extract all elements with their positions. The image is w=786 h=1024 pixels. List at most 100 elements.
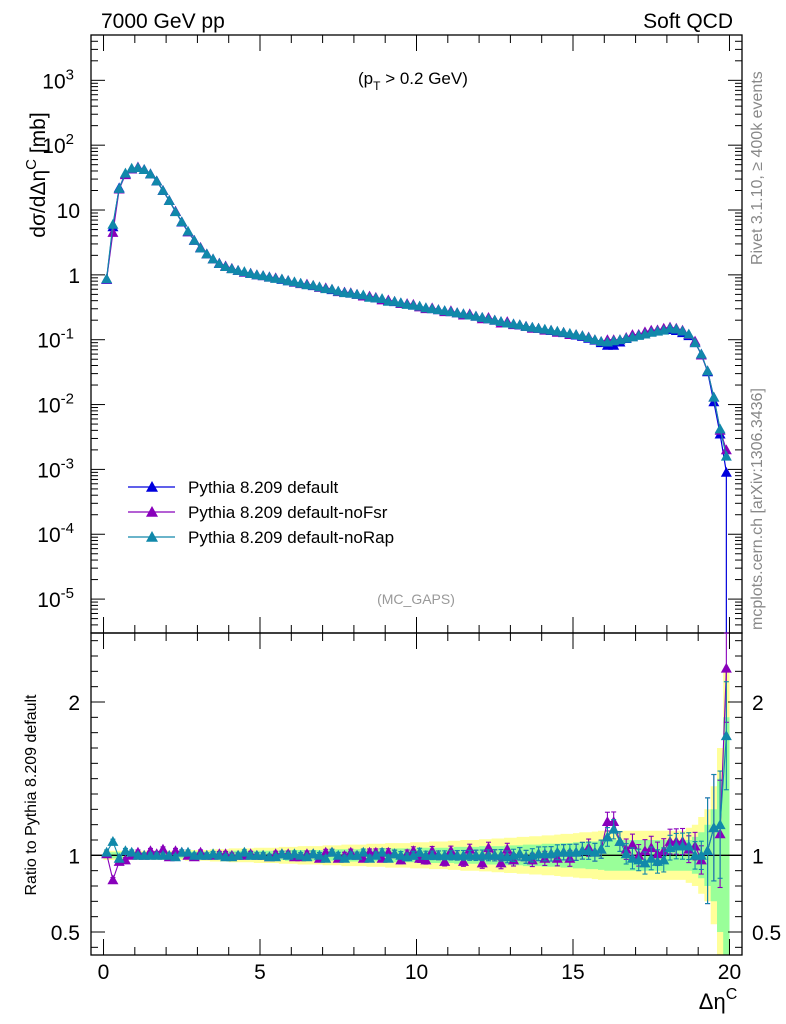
ratio-point-noRap: [357, 846, 369, 857]
ratio-point-noRap: [633, 854, 645, 865]
ratio-point-noRap: [608, 823, 620, 834]
ratio-point-noFsr: [626, 839, 638, 849]
ratio-point-noRap: [658, 854, 670, 865]
ratio-point-noRap: [170, 851, 182, 862]
ratio-point-noRap: [714, 819, 726, 830]
data-point-noFsr: [107, 227, 119, 237]
ratio-point-noRap: [495, 849, 507, 860]
data-point-noRap: [670, 323, 682, 334]
legend-entry: Pythia 8.209 default-noRap: [188, 528, 394, 547]
ratio-point-noRap: [213, 849, 225, 860]
data-point-noRap: [132, 162, 144, 173]
ratio-y-tick-label-right: 1: [752, 845, 764, 868]
x-tick-label: 5: [254, 961, 266, 984]
y-axis-label: dσ/dΔηC [mb]: [23, 112, 50, 237]
data-point-noRap: [326, 283, 338, 294]
data-point-noRap: [220, 261, 232, 272]
data-point-noRap: [213, 257, 225, 268]
ratio-point-noRap: [589, 846, 601, 857]
data-point-noRap: [357, 289, 369, 300]
data-point-noRap: [232, 264, 244, 275]
ratio-point-noRap: [620, 848, 632, 859]
data-point-noRap: [119, 167, 131, 178]
ratio-point-noFsr: [439, 855, 451, 866]
rivet-label: Rivet 3.1.10, ≥ 400k events: [749, 71, 766, 265]
data-point-noRap: [151, 175, 163, 186]
ratio-point-noRap: [626, 852, 638, 863]
ratio-point-noRap: [257, 849, 269, 860]
process-label: Soft QCD: [643, 10, 733, 33]
ratio-point-noFsr: [720, 662, 732, 673]
data-point-noRap: [720, 450, 732, 461]
ratio-point-noRap: [326, 846, 338, 857]
ratio-point-noRap: [301, 851, 313, 862]
y-tick-label: 10-4: [37, 520, 74, 547]
data-point-noRap: [163, 195, 175, 205]
y-tick-label: 10: [57, 200, 80, 223]
ratio-point-noRap: [126, 846, 138, 857]
ratio-point-noFsr: [476, 857, 488, 868]
data-point-noRap: [689, 337, 701, 348]
ratio-point-noRap: [320, 852, 332, 863]
legend-marker-noFsr: [146, 506, 158, 517]
legend-entry: Pythia 8.209 default-noFsr: [188, 503, 388, 522]
data-point-noRap: [389, 295, 401, 306]
ratio-point-noRap: [339, 852, 351, 863]
data-point-noRap: [583, 332, 595, 342]
x-axis-label: ΔηC: [699, 986, 738, 1014]
data-point-noRap: [195, 242, 207, 253]
ratio-point-noRap: [407, 849, 419, 860]
ratio-point-noRap: [163, 849, 175, 860]
data-point-noRap: [263, 271, 275, 282]
data-point-noRap: [570, 329, 582, 339]
data-point-noRap: [101, 273, 113, 284]
data-point-noRap: [495, 316, 507, 327]
ratio-point-noRap: [382, 852, 394, 863]
data-point-noRap: [702, 365, 714, 376]
ratio-point-noFsr: [639, 845, 651, 856]
ratio-point-noRap: [270, 851, 282, 862]
data-point-noRap: [708, 391, 720, 402]
data-point-noRap: [514, 319, 526, 330]
ratio-y-tick-label-right: 2: [752, 692, 764, 715]
legend-entry: Pythia 8.209 default: [188, 478, 339, 497]
ratio-point-noRap: [695, 849, 707, 860]
data-point-noRap: [170, 206, 182, 217]
ratio-y-tick-label: 0.5: [51, 922, 80, 945]
ratio-point-noRap: [414, 846, 426, 857]
x-tick-label: 10: [405, 961, 428, 984]
ratio-point-noRap: [238, 846, 250, 857]
data-point-noRap: [176, 216, 188, 227]
ratio-point-noRap: [107, 836, 119, 846]
ratio-point-noFsr: [170, 845, 182, 856]
x-tick-label: 15: [561, 961, 584, 984]
y-tick-label: 10-3: [37, 455, 74, 482]
data-point-noRap: [288, 276, 300, 287]
series-line-default: [106, 167, 727, 473]
ratio-y-tick-label-right: 0.5: [752, 922, 781, 945]
ratio-point-noRap: [702, 845, 714, 856]
ratio-point-noRap: [182, 846, 194, 857]
ratio-point-noRap: [364, 852, 376, 863]
x-tick-label: 20: [718, 961, 741, 984]
x-tick-label: 0: [98, 961, 110, 984]
mcplots-label: mcplots.cern.ch [arXiv:1306.3436]: [749, 388, 766, 630]
ratio-point-noRap: [295, 849, 307, 860]
ratio-point-noRap: [307, 848, 319, 859]
data-point-noRap: [476, 312, 488, 322]
ratio-point-noRap: [389, 848, 401, 859]
data-point-noRap: [238, 266, 250, 277]
ratio-point-noFsr: [501, 843, 513, 854]
data-point-noRap: [695, 348, 707, 359]
ratio-point-noRap: [232, 849, 244, 860]
analysis-watermark: (MC_GAPS): [377, 591, 455, 607]
ratio-point-noFsr: [157, 843, 169, 854]
data-point-default: [720, 466, 732, 477]
data-point-noRap: [138, 164, 150, 175]
data-point-noRap: [144, 168, 156, 179]
ratio-point-noRap: [683, 840, 695, 851]
data-point-noRap: [188, 234, 200, 245]
ratio-point-noFsr: [107, 874, 119, 885]
pt-cut-annotation: (pT > 0.2 GeV): [358, 69, 468, 93]
